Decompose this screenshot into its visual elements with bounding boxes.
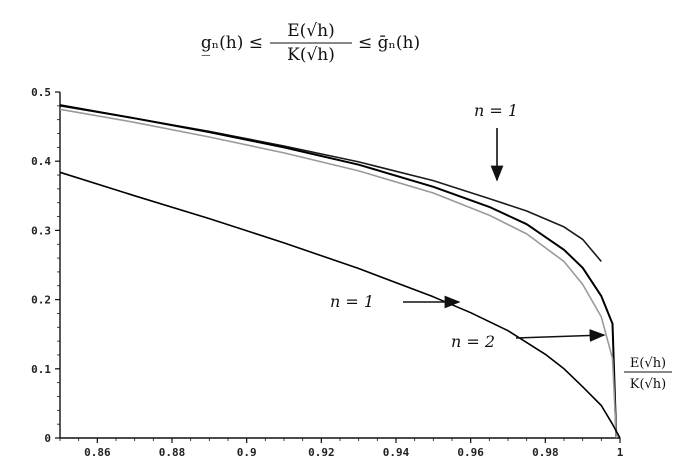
x-tick-label: 0.94 — [383, 446, 410, 459]
ratio-numerator: E(√h) — [630, 356, 666, 371]
x-tick-label: 0.98 — [532, 446, 559, 459]
x-tick-label: 1 — [617, 446, 624, 459]
series-line-3 — [59, 108, 618, 439]
series-line-1 — [59, 105, 602, 263]
y-tick-label: 0.4 — [31, 155, 51, 168]
x-tick-label: 0.88 — [159, 446, 186, 459]
series-line-2 — [59, 104, 618, 439]
y-tick-label: 0.2 — [31, 294, 51, 307]
x-tick-label: 0.96 — [457, 446, 484, 459]
y-tick-label: 0.3 — [31, 224, 51, 237]
axes — [59, 92, 620, 439]
title-numerator: E(√h) — [287, 21, 334, 41]
y-tick-label: 0 — [44, 432, 51, 445]
annotation-n1-bottom: n = 1 — [330, 292, 374, 311]
y-tick-label: 0.5 — [31, 86, 51, 99]
chart-title: g̲ₙ(h) ≤ E(√h) K(√h) ≤ ḡₙ(h) — [201, 21, 420, 65]
annotations: n = 1 n = 1 n = 2 E(√h) K(√h) — [330, 101, 672, 392]
ticks: 0.86 0.88 0.9 0.92 0.94 0.96 0.98 1 0 0.1 0.2 0.3 0.… — [31, 86, 624, 459]
title-left: g̲ₙ(h) ≤ — [201, 33, 263, 56]
x-tick-label: 0.9 — [237, 446, 257, 459]
title-denominator: K(√h) — [287, 45, 335, 65]
y-tick-label: 0.1 — [31, 363, 51, 376]
annotation-ratio: E(√h) K(√h) — [624, 356, 672, 392]
series-layer — [59, 104, 621, 439]
title-right: ≤ ḡₙ(h) — [358, 33, 420, 53]
ratio-denominator: K(√h) — [630, 377, 667, 392]
x-tick-label: 0.92 — [308, 446, 335, 459]
annotation-n1-top: n = 1 — [474, 101, 518, 120]
annotation-n2: n = 2 — [451, 332, 495, 351]
x-tick-label: 0.86 — [84, 446, 111, 459]
series-line-4 — [59, 171, 621, 439]
arrow-n2 — [515, 329, 606, 342]
